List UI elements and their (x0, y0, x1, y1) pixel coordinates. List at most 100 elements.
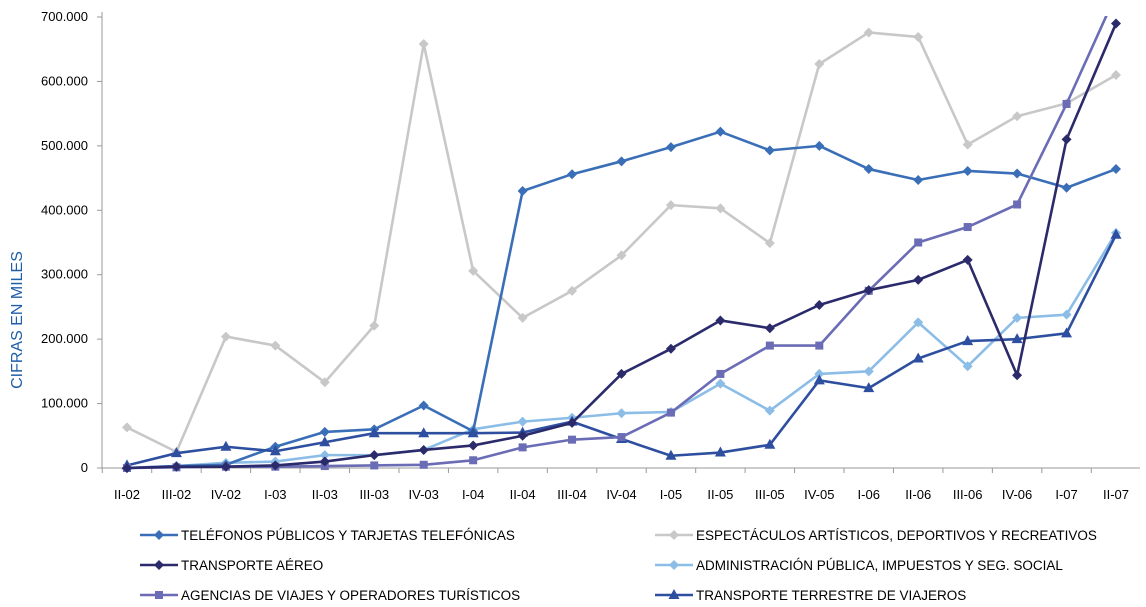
y-tick-label: 200.000 (41, 331, 88, 346)
data-point (1012, 370, 1023, 381)
data-point (617, 433, 626, 442)
data-point (368, 427, 380, 438)
data-point (170, 447, 182, 458)
data-point (616, 408, 627, 419)
x-tick-label: II-04 (510, 487, 536, 502)
data-point (468, 265, 479, 276)
legend-label: AGENCIAS DE VIAJES Y OPERADORES TURÍSTIC… (181, 588, 520, 603)
data-point (1011, 333, 1023, 344)
x-tick-label: III-05 (755, 487, 785, 502)
data-point (567, 285, 578, 296)
legend-item: AGENCIAS DE VIAJES Y OPERADORES TURÍSTIC… (140, 588, 520, 603)
axes: 0 100.000 200.000 300.000 400.000 500.000 600.… (41, 9, 1140, 502)
legend-label: TRANSPORTE TERRESTRE DE VIAJEROS (696, 588, 966, 603)
data-point (814, 368, 825, 379)
data-point (616, 368, 627, 379)
data-point (616, 250, 627, 261)
data-point (1062, 99, 1071, 108)
legend-item: ESPECTÁCULOS ARTÍSTICOS, DEPORTIVOS Y RE… (655, 528, 1097, 543)
series-layer (121, 16, 1122, 473)
data-point (913, 317, 924, 328)
data-point (1061, 327, 1073, 338)
data-point (220, 461, 231, 472)
data-point (1111, 18, 1121, 29)
data-point (863, 382, 875, 393)
x-tick-label: IV-03 (409, 487, 439, 502)
data-point (1012, 111, 1023, 122)
data-point (418, 400, 429, 411)
x-tick-label: I-07 (1055, 487, 1077, 502)
legend-label: ESPECTÁCULOS ARTÍSTICOS, DEPORTIVOS Y RE… (696, 528, 1097, 543)
data-point (370, 461, 379, 470)
data-point (913, 175, 924, 186)
data-point (764, 145, 775, 156)
data-point (863, 27, 874, 38)
x-tick-label: I-06 (858, 487, 880, 502)
series-line (126, 16, 1108, 470)
data-point (715, 315, 726, 326)
data-point (419, 460, 428, 469)
data-point (715, 378, 726, 389)
legend-label: ADMINISTRACIÓN PÚBLICA, IMPUESTOS Y SEG.… (696, 558, 1063, 573)
data-point (319, 377, 330, 388)
data-point (1013, 200, 1022, 209)
data-point (962, 361, 973, 372)
data-point (467, 427, 479, 438)
data-point (914, 238, 923, 247)
data-point (765, 341, 774, 350)
data-point (913, 31, 924, 42)
data-point (567, 417, 578, 428)
data-point (764, 238, 775, 249)
data-point (269, 445, 281, 456)
data-point (418, 444, 429, 455)
y-tick-label: 300.000 (41, 267, 88, 282)
data-point (913, 274, 924, 285)
data-point (517, 312, 528, 323)
data-point (962, 254, 973, 265)
series-0 (122, 126, 1121, 473)
x-tick-label: I-04 (462, 487, 484, 502)
y-tick-label: 600.000 (41, 73, 88, 88)
data-point (122, 463, 132, 473)
legend-item: TELÉFONOS PÚBLICOS Y TARJETAS TELEFÓNICA… (140, 528, 515, 543)
legend-swatch-marker (669, 530, 679, 540)
legend-item: TRANSPORTE AÉREO (140, 558, 323, 573)
data-point (122, 422, 132, 433)
x-tick-label: II-03 (312, 487, 338, 502)
y-tick-label: 400.000 (41, 202, 88, 217)
data-point (764, 405, 775, 416)
data-point (518, 443, 527, 452)
x-tick-label: III-03 (359, 487, 389, 502)
data-point (270, 460, 281, 471)
data-point (714, 446, 726, 457)
x-tick-label: IV-05 (804, 487, 834, 502)
data-point (616, 156, 627, 167)
x-tick-label: I-05 (660, 487, 682, 502)
x-tick-label: II-05 (707, 487, 733, 502)
data-point (319, 436, 331, 447)
legend: TELÉFONOS PÚBLICOS Y TARJETAS TELEFÓNICA… (140, 528, 1097, 603)
x-tick-label: II-06 (905, 487, 931, 502)
data-point (517, 416, 528, 427)
data-point (665, 343, 676, 354)
data-point (319, 456, 330, 467)
data-point (665, 449, 677, 460)
x-tick-label: III-04 (557, 487, 587, 502)
data-point (319, 450, 330, 461)
data-point (469, 456, 478, 465)
legend-item: ADMINISTRACIÓN PÚBLICA, IMPUESTOS Y SEG.… (655, 558, 1063, 573)
data-point (1012, 312, 1023, 323)
y-tick-label: 500.000 (41, 138, 88, 153)
data-point (962, 139, 973, 150)
legend-swatch-marker (155, 591, 163, 599)
data-point (665, 200, 676, 211)
data-point (813, 374, 825, 385)
legend-label: TELÉFONOS PÚBLICOS Y TARJETAS TELEFÓNICA… (181, 528, 515, 543)
legend-label: TRANSPORTE AÉREO (181, 558, 323, 573)
data-point (666, 408, 675, 417)
series-4 (123, 16, 1108, 472)
legend-swatch-marker (154, 530, 164, 540)
data-point (715, 203, 726, 214)
series-1 (122, 27, 1121, 457)
